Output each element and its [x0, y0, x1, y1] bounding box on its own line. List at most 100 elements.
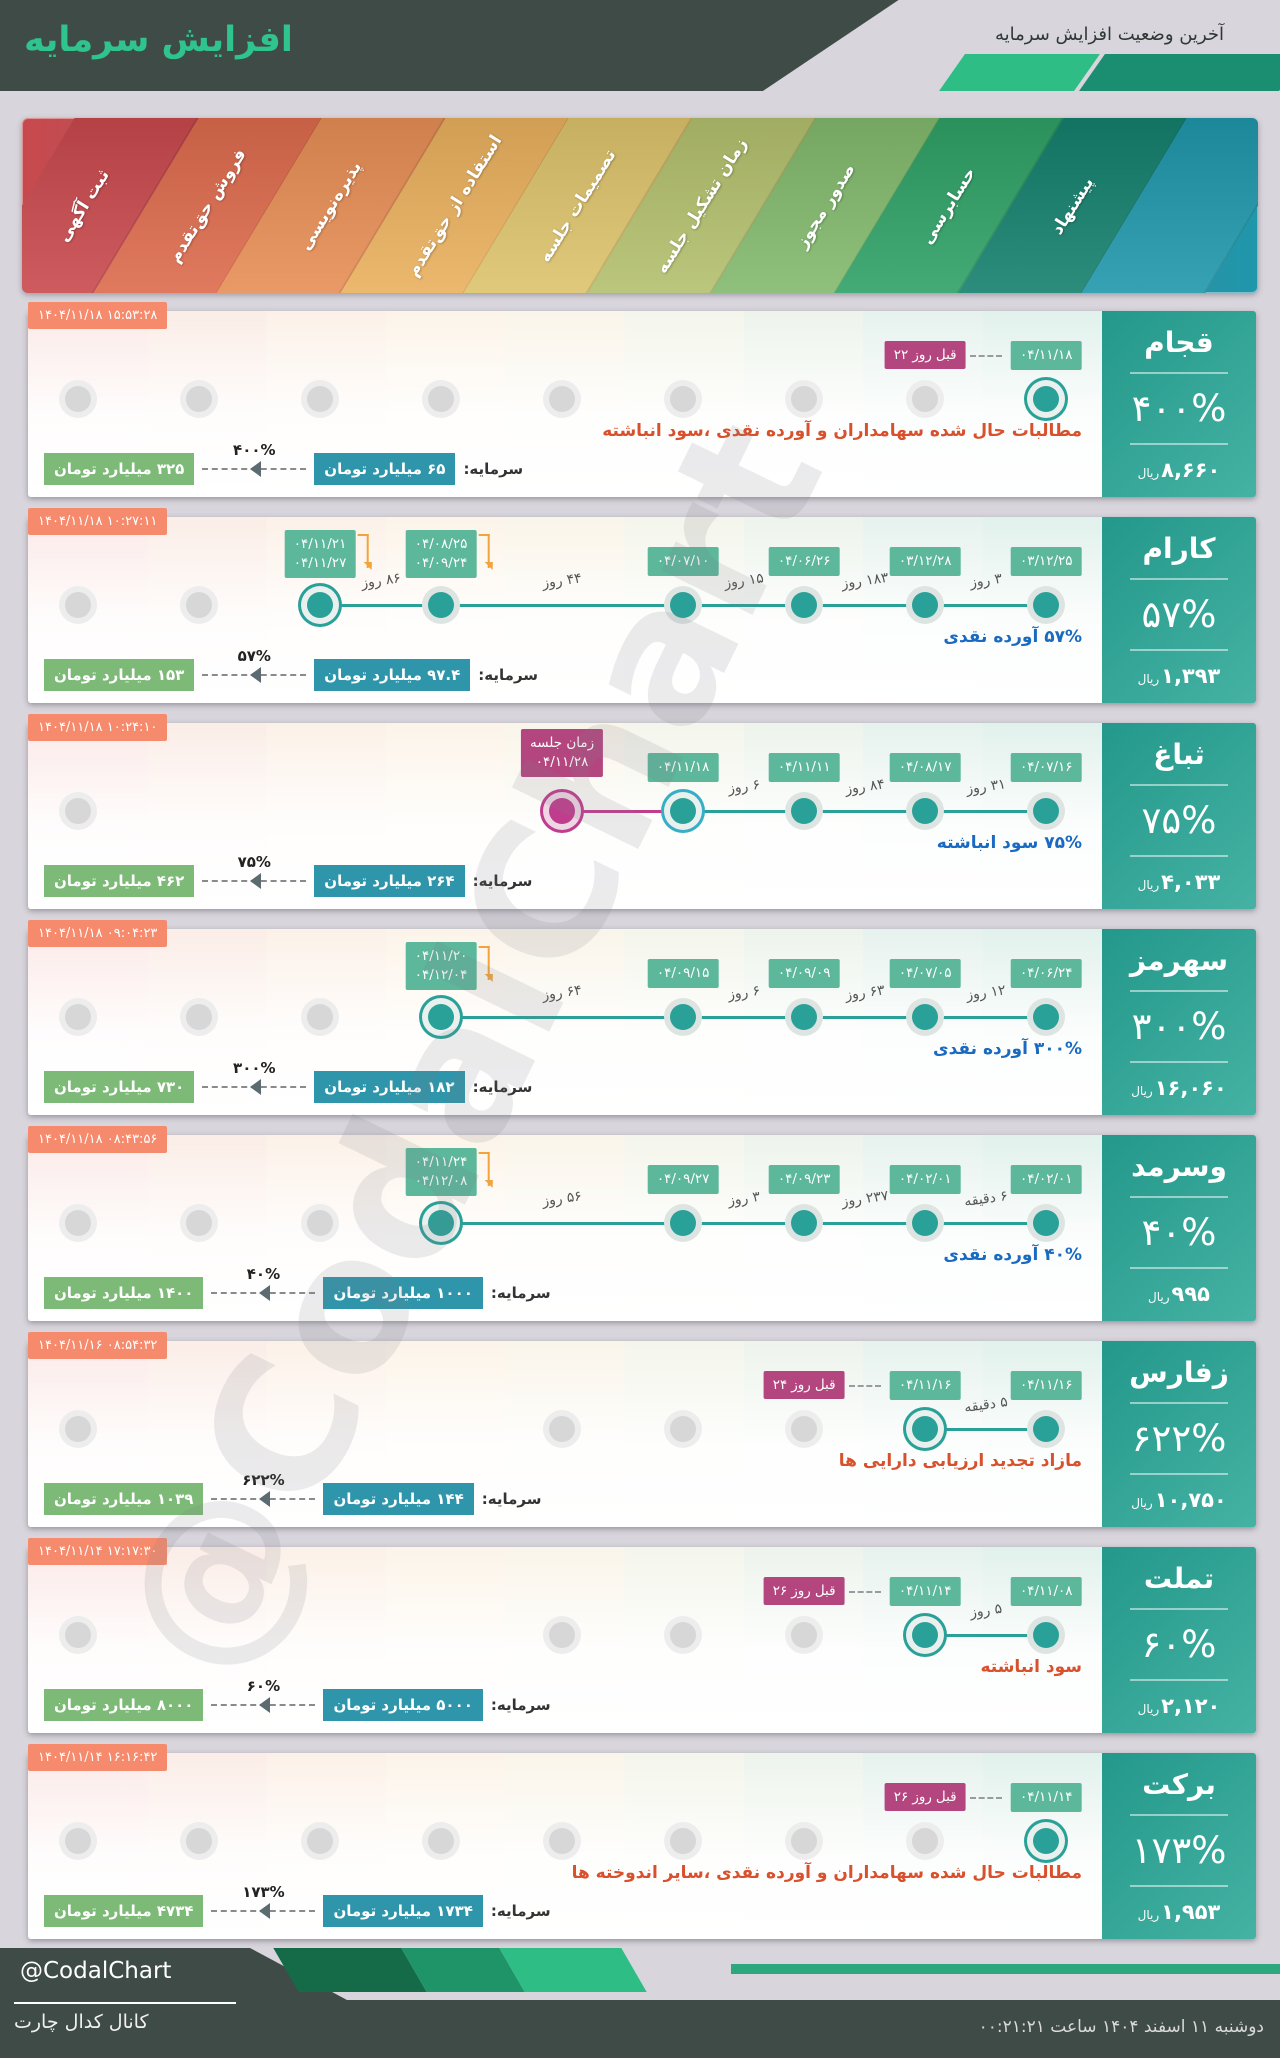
stage-node-sodur-mojavez	[791, 592, 818, 618]
stage-label-hesabresi: حسابرسی	[917, 163, 981, 248]
stage-node-pending-sodur-mojavez	[791, 1828, 818, 1854]
timeline-segment	[683, 810, 1047, 813]
stage-date-badge: ۰۴/۰۹/۲۳	[768, 1165, 840, 1194]
footer-green-bar	[731, 1964, 1280, 1974]
rows-container: ۱۴۰۴/۱۱/۱۸ ۱۵:۵۳:۲۸ ۰۴/۱۱/۱۸ ۲۲ روز قبل مطالب…	[28, 302, 1256, 1959]
days-ago-word: قبل	[935, 1789, 957, 1805]
last-price-value: ۹۹۵	[1171, 1282, 1210, 1306]
last-price-unit: ریال	[1137, 878, 1160, 892]
capital-current-badge: ۶۵ میلیارد تومان	[314, 453, 456, 485]
stage-date-badge: ۰۴/۱۱/۱۶	[1010, 1371, 1082, 1400]
duration-label: ۴۴ روز	[541, 570, 583, 592]
stage-node-pending-forush-haq-taqaddom	[185, 1210, 212, 1236]
footer-chevron-light	[499, 1948, 647, 1992]
card-divider	[1130, 1885, 1228, 1887]
timeline-vasarmad: ۱۴۰۴/۱۱/۱۸ ۰۸:۴۳:۵۶ ۵۶ روز ۳ روز ۲۳۷ روز ۶ د…	[28, 1126, 1102, 1321]
badge-line: زمان جلسه	[530, 735, 595, 751]
duration-label: ۵ روز	[968, 1600, 1003, 1622]
company-card-karam: کارام ۵۷% ۱,۳۹۳ ریال	[1102, 517, 1256, 703]
badge-line: ۰۴/۱۱/۲۰	[414, 948, 468, 964]
badge-line: ۰۴/۱۱/۱۴	[898, 1583, 952, 1599]
capital-label: سرمایه:	[478, 666, 539, 684]
badge-line: ۰۴/۱۱/۰۸	[1019, 1583, 1073, 1599]
capital-label: سرمایه:	[490, 1902, 551, 1920]
increase-percent: ۵۷%	[1141, 593, 1217, 636]
stage-date-badge: ۰۴/۱۱/۱۴	[889, 1577, 961, 1606]
company-card-sahramz: سهرمز ۳۰۰% ۱۶,۰۶۰ ریال	[1102, 929, 1256, 1115]
stage-node-pazirenevisi	[307, 592, 334, 618]
funding-method-text: مطالبات حال شده سهامداران و آورده نقدی ،…	[571, 1863, 1082, 1883]
capital-new-badge: ۴۷۳۴ میلیارد تومان	[44, 1895, 204, 1927]
stage-node-zaman-tashkil-jalase	[670, 1210, 697, 1236]
stage-node-estefade-az-haq-taqaddom	[428, 1004, 455, 1030]
arrow-head-icon	[251, 1697, 271, 1713]
capital-arrow: ۵۷%	[202, 647, 307, 685]
stage-node-pending-sodur-mojavez	[791, 386, 818, 412]
stage-label-forush-haq-taqaddom: فروش حق‌تقدم	[164, 145, 251, 266]
card-divider	[1130, 990, 1228, 992]
company-row-sahramz: ۱۴۰۴/۱۱/۱۸ ۰۹:۰۴:۲۳ ۶۴ روز ۶ روز ۶۳ روز ۱۲ ر…	[28, 920, 1256, 1115]
capital-arrow: ۱۷۳%	[211, 1883, 316, 1921]
stage-node-pending-tasmimat-jalase	[549, 1828, 576, 1854]
last-price-value: ۸,۶۶۰	[1161, 458, 1221, 482]
last-price: ۱,۹۵۳ ریال	[1138, 1900, 1221, 1924]
company-symbol: وسرمد	[1131, 1150, 1227, 1183]
capital-label: سرمایه:	[463, 460, 524, 478]
date-range-bracket-icon	[478, 1152, 493, 1188]
last-price: ۸,۶۶۰ ریال	[1138, 458, 1221, 482]
badge-line: ۰۴/۰۶/۲۶	[777, 553, 831, 569]
duration-label: ۸۴ روز	[843, 776, 886, 798]
badge-line: ۰۳/۱۲/۲۸	[898, 553, 952, 569]
card-divider	[1130, 1061, 1228, 1063]
last-price-unit: ریال	[1137, 1702, 1160, 1716]
footer-handle: @CodalChart	[20, 1958, 172, 1984]
company-card-barkat: برکت ۱۷۳% ۱,۹۵۳ ریال	[1102, 1753, 1256, 1939]
stage-node-pishnahad	[1033, 386, 1060, 412]
capital-percent-label: ۱۷۳%	[242, 1883, 285, 1901]
company-row-qjam: ۱۴۰۴/۱۱/۱۸ ۱۵:۵۳:۲۸ ۰۴/۱۱/۱۸ ۲۲ روز قبل مطالب…	[28, 302, 1256, 497]
capital-new-badge: ۷۳۰ میلیارد تومان	[44, 1071, 195, 1103]
stage-label-tasmimat-jalase: تصمیمات جلسه	[535, 145, 621, 266]
stage-date-badge: ۰۴/۱۱/۲۰ ۰۴/۱۲/۰۴	[405, 942, 493, 990]
stage-node-pending-forush-haq-taqaddom	[185, 386, 212, 412]
funding-method-text: ۳۰۰% آورده نقدی	[933, 1039, 1082, 1059]
capital-percent-label: ۳۰۰%	[233, 1059, 276, 1077]
stage-node-pending-tasmimat-jalase	[549, 386, 576, 412]
stage-node-pending-pazirenevisi	[307, 1828, 334, 1854]
stage-node-pending-hesabresi	[912, 1828, 939, 1854]
increase-percent: ۶۲۲%	[1131, 1417, 1227, 1460]
days-ago-badge: ۲۶ روز قبل	[763, 1577, 845, 1605]
card-divider	[1130, 855, 1228, 857]
stage-node-pishnahad	[1033, 1210, 1060, 1236]
header-darkgreen-ribbon	[1079, 54, 1280, 91]
stage-node-tasmimat-jalase	[549, 798, 576, 824]
stage-node-zaman-tashkil-jalase	[670, 1004, 697, 1030]
dashed-connector	[969, 355, 1002, 357]
stage-date-badge: ۰۴/۰۶/۲۶	[768, 547, 840, 576]
stage-node-pishnahad	[1033, 798, 1060, 824]
last-price: ۱۰,۷۵۰ ریال	[1131, 1488, 1227, 1512]
days-ago-word: قبل	[935, 347, 957, 363]
capital-label: سرمایه:	[472, 1078, 533, 1096]
badge-line: ۰۴/۰۶/۲۴	[1019, 965, 1073, 981]
days-ago-word: روز	[912, 1789, 932, 1805]
stage-date-badge: ۰۴/۱۱/۰۸	[1010, 1577, 1082, 1606]
duration-label: ۳۱ روز	[964, 776, 1007, 798]
capital-change-group: سرمایه: ۲۶۴ میلیارد تومان ۷۵% ۴۶۲ میلیارد ت…	[44, 853, 532, 897]
footer-datetime: دوشنبه ۱۱ اسفند ۱۴۰۴ ساعت ۰۰:۲۱:۲۱	[978, 2017, 1264, 2037]
footer-channel-label: کانال کدال چارت	[14, 2011, 149, 2033]
badge-line: ۰۴/۱۱/۱۸	[656, 759, 710, 775]
badge-line: ۰۴/۰۹/۰۹	[777, 965, 831, 981]
stage-node-pending-sabt-agahi	[64, 1828, 91, 1854]
badge-line: ۰۴/۱۱/۱۶	[898, 1377, 952, 1393]
stage-node-pending-sabt-agahi	[64, 1416, 91, 1442]
stage-node-hesabresi	[912, 798, 939, 824]
funding-method-text: مطالبات حال شده سهامداران و آورده نقدی ،…	[602, 421, 1082, 441]
duration-label: ۶ روز	[726, 776, 761, 798]
days-ago-word: روز	[791, 1583, 811, 1599]
company-symbol: کارام	[1142, 532, 1216, 565]
stage-banner: ثبت آگهی فروش حق‌تقدم پذیره‌نویسی استفاده ا…	[22, 118, 1258, 293]
last-price-unit: ریال	[1137, 1908, 1160, 1922]
days-ago-word: ۲۴	[772, 1377, 788, 1393]
days-ago-word: قبل	[814, 1583, 836, 1599]
